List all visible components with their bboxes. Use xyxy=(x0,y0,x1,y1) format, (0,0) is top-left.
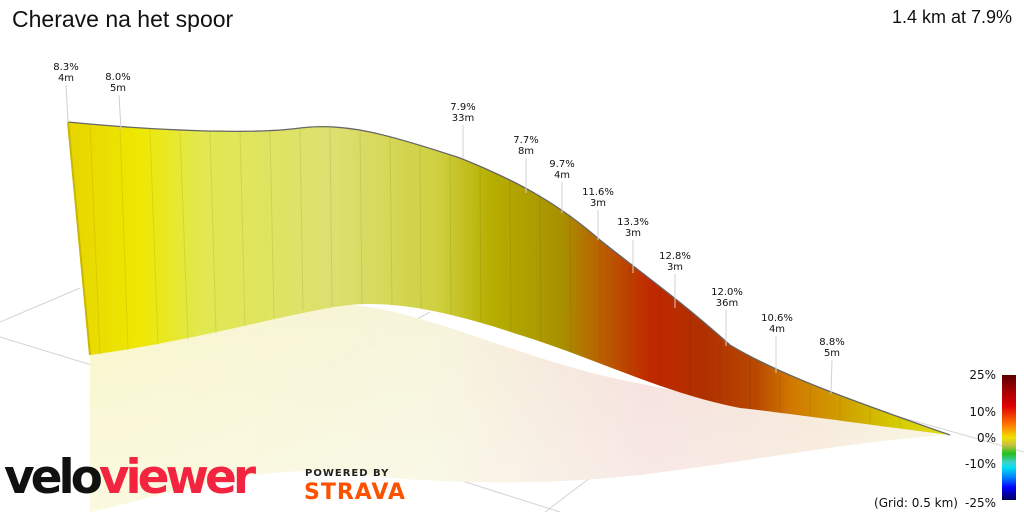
svg-text:8.3%: 8.3% xyxy=(53,62,78,73)
svg-text:13.3%: 13.3% xyxy=(617,217,649,228)
strava-logo: STRAVA xyxy=(304,480,406,505)
svg-text:4m: 4m xyxy=(554,170,570,181)
logo-velo: velo xyxy=(4,450,103,505)
svg-text:36m: 36m xyxy=(716,298,738,309)
svg-text:3m: 3m xyxy=(625,228,641,239)
svg-text:12.8%: 12.8% xyxy=(659,251,691,262)
colorbar-tick-minus10: -10% xyxy=(964,457,996,471)
profile-wall xyxy=(68,122,950,435)
segment-markers xyxy=(65,84,833,395)
svg-text:33m: 33m xyxy=(452,113,474,124)
svg-text:8.8%: 8.8% xyxy=(819,337,844,348)
colorbar-tick-minus25: -25% xyxy=(964,496,996,510)
profile-top-edge xyxy=(67,121,951,436)
svg-text:5m: 5m xyxy=(824,348,840,359)
svg-text:10.6%: 10.6% xyxy=(761,313,793,324)
colorbar-tick-10: 10% xyxy=(969,405,996,419)
powered-by-label: POWERED BY xyxy=(305,468,390,479)
svg-text:4m: 4m xyxy=(769,324,785,335)
svg-text:4m: 4m xyxy=(58,73,74,84)
logo-viewer: viewer xyxy=(98,450,256,505)
segment-stripes xyxy=(89,123,901,427)
svg-text:8m: 8m xyxy=(518,146,534,157)
svg-text:11.6%: 11.6% xyxy=(582,187,614,198)
segment-labels: 8.3% 4m 8.0% 5m 7.9% 33m 7.7% 8m 9.7% 4m… xyxy=(53,62,844,359)
svg-text:9.7%: 9.7% xyxy=(549,159,574,170)
gradient-colorbar xyxy=(1002,375,1016,500)
veloviewer-logo: veloviewer xyxy=(4,450,256,505)
climb-summary: 1.4 km at 7.9% xyxy=(891,7,1012,27)
colorbar-tick-0: 0% xyxy=(976,431,996,445)
svg-text:5m: 5m xyxy=(110,83,126,94)
svg-text:3m: 3m xyxy=(590,198,606,209)
grid-scale-label: (Grid: 0.5 km) xyxy=(874,496,958,510)
svg-text:12.0%: 12.0% xyxy=(711,287,743,298)
svg-text:8.0%: 8.0% xyxy=(105,72,130,83)
page-title: Cherave na het spoor xyxy=(12,6,234,32)
svg-text:3m: 3m xyxy=(667,262,683,273)
svg-text:7.7%: 7.7% xyxy=(513,135,538,146)
svg-text:7.9%: 7.9% xyxy=(450,102,475,113)
colorbar-tick-25: 25% xyxy=(969,368,996,382)
